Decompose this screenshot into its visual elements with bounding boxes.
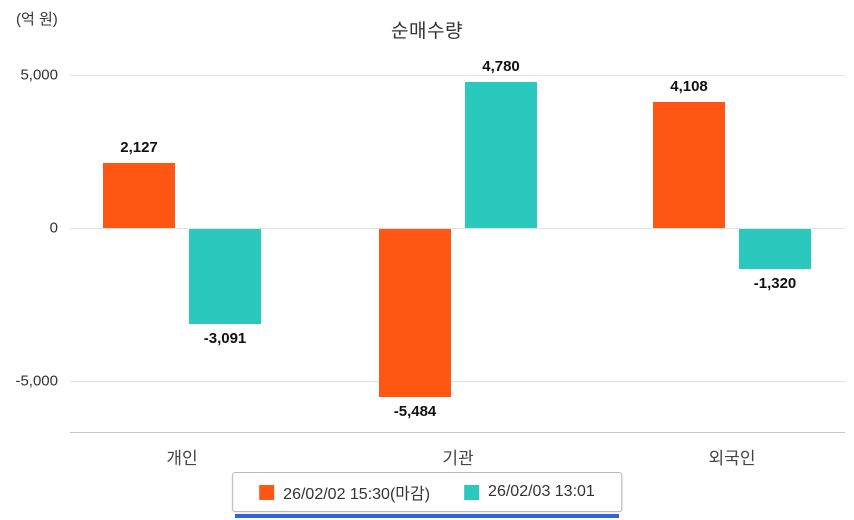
legend-item-2[interactable]: 26/02/03 13:01	[464, 483, 595, 501]
bar-value-label: -1,320	[753, 275, 797, 293]
y-axis-tick-label: 0	[49, 219, 58, 237]
bar-value-label: -5,484	[393, 402, 437, 420]
bar-series1-개인	[103, 162, 175, 228]
x-axis-category-label: 기관	[442, 449, 474, 468]
y-axis-unit-label: (억 원)	[16, 11, 58, 28]
series-2-swatch-icon	[464, 484, 480, 500]
bar-series2-개인	[189, 229, 261, 324]
bar-value-label: 4,780	[482, 57, 520, 75]
x-axis-category-label: 외국인	[708, 449, 756, 468]
legend-item-2-label: 26/02/03 13:01	[488, 483, 595, 500]
gridline	[70, 228, 845, 229]
bar-series2-기관	[465, 81, 537, 228]
chart-title: 순매수량	[391, 21, 463, 42]
x-axis-category-label: 개인	[166, 449, 198, 468]
series-1-swatch-icon	[259, 484, 275, 500]
bar-value-label: 4,108	[670, 78, 708, 96]
x-axis-line	[70, 432, 845, 433]
bar-series1-외국인	[653, 102, 725, 228]
gridline	[70, 381, 845, 382]
bar-value-label: -3,091	[203, 329, 247, 347]
legend-item-1-label: 26/02/02 15:30(마감)	[283, 486, 431, 503]
bottom-divider	[235, 514, 619, 518]
y-axis-tick-label: 5,000	[20, 66, 58, 84]
bar-series2-외국인	[739, 229, 811, 270]
legend-item-1[interactable]: 26/02/02 15:30(마감)	[259, 480, 430, 504]
gridline	[70, 75, 845, 76]
y-axis-tick-label: -5,000	[15, 372, 58, 390]
bar-value-label: 2,127	[120, 138, 158, 156]
bar-series1-기관	[379, 229, 451, 397]
legend: 26/02/02 15:30(마감) 26/02/03 13:01	[232, 472, 622, 512]
